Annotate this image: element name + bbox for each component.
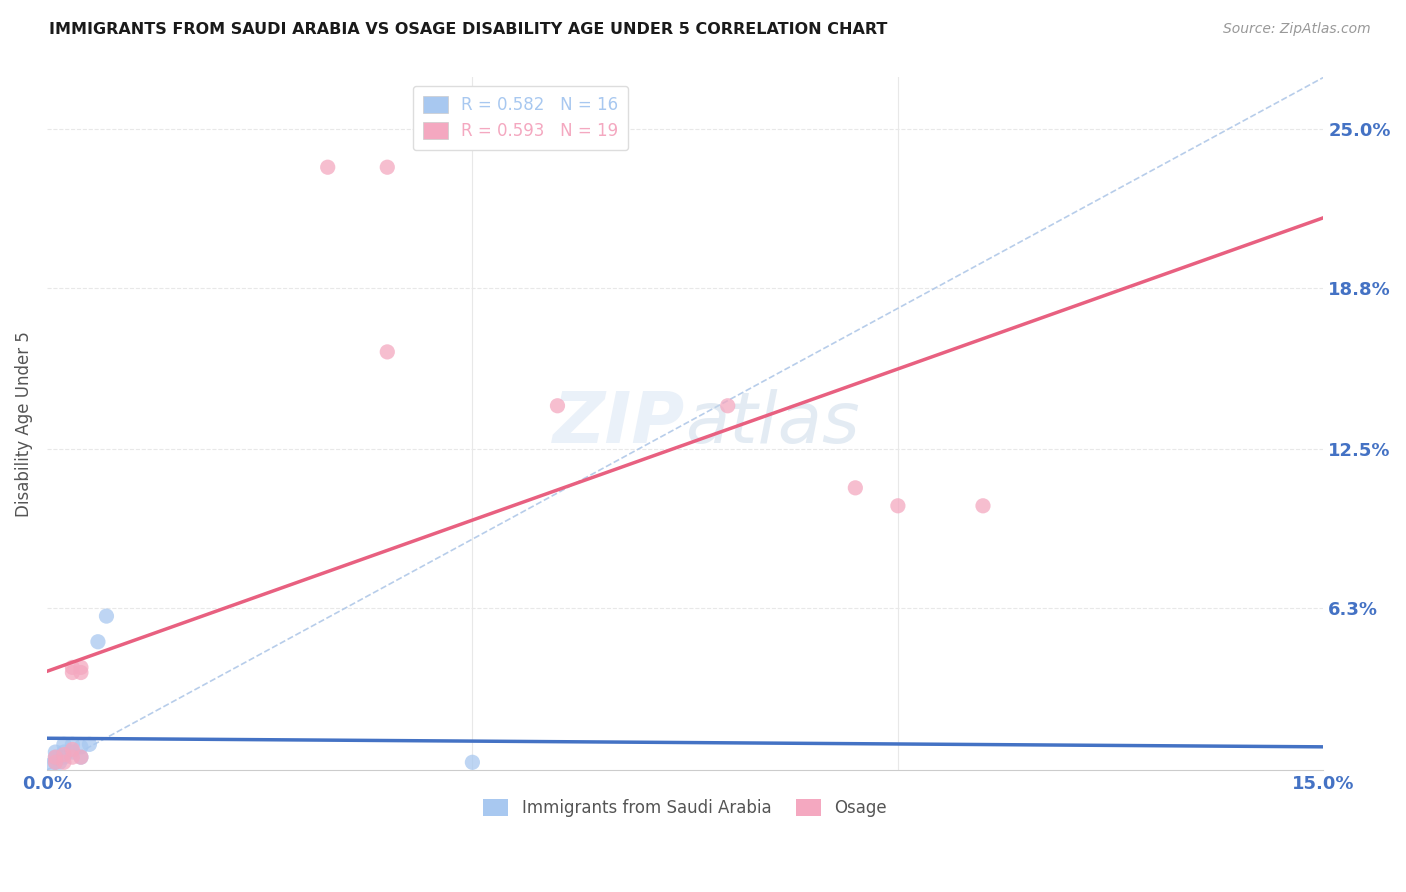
Point [79, 737, 101, 751]
Point [52, 756, 75, 770]
Point [717, 399, 740, 413]
Point [52, 737, 75, 751]
Point [70, 750, 93, 764]
Point [887, 499, 910, 513]
Point [62, 737, 84, 751]
Point [70, 739, 93, 754]
Point [44, 745, 66, 759]
Text: IMMIGRANTS FROM SAUDI ARABIA VS OSAGE DISABILITY AGE UNDER 5 CORRELATION CHART: IMMIGRANTS FROM SAUDI ARABIA VS OSAGE DI… [49, 22, 887, 37]
Point [96, 609, 118, 624]
Legend: Immigrants from Saudi Arabia, Osage: Immigrants from Saudi Arabia, Osage [477, 792, 894, 824]
Point [52, 747, 75, 762]
Point [461, 756, 484, 770]
Text: atlas: atlas [685, 389, 859, 458]
Point [972, 499, 994, 513]
Point [62, 745, 84, 759]
Point [375, 345, 398, 359]
Point [70, 665, 93, 680]
Point [70, 750, 93, 764]
Point [375, 160, 398, 174]
Point [62, 660, 84, 674]
Y-axis label: Disability Age Under 5: Disability Age Under 5 [15, 331, 32, 516]
Point [62, 750, 84, 764]
Point [316, 160, 339, 174]
Point [87, 634, 110, 648]
Point [547, 399, 569, 413]
Point [844, 481, 866, 495]
Point [70, 660, 93, 674]
Point [62, 742, 84, 756]
Point [62, 665, 84, 680]
Point [52, 745, 75, 759]
Point [39, 757, 62, 772]
Point [52, 750, 75, 764]
Point [48, 756, 70, 770]
Point [44, 750, 66, 764]
Point [44, 756, 66, 770]
Point [44, 756, 66, 770]
Text: Source: ZipAtlas.com: Source: ZipAtlas.com [1223, 22, 1371, 37]
Point [44, 750, 66, 764]
Text: ZIP: ZIP [553, 389, 685, 458]
